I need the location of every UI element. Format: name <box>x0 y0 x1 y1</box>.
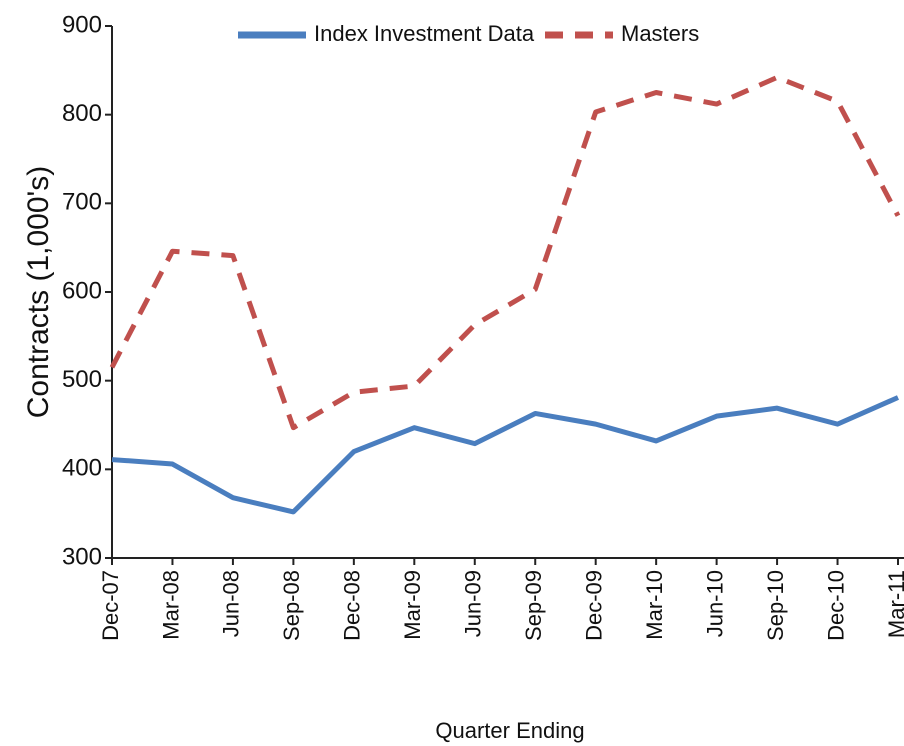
x-tick-label: Mar-11 <box>884 570 904 638</box>
x-tick-label: Sep-08 <box>279 570 304 641</box>
x-tick-label: Dec-07 <box>98 570 123 641</box>
y-tick-label: 700 <box>62 189 102 216</box>
x-tick-label: Mar-08 <box>158 570 183 640</box>
x-tick-label: Sep-10 <box>763 570 788 641</box>
x-tick-label: Jun-10 <box>702 570 727 637</box>
legend-label: Masters <box>621 21 699 46</box>
y-tick-label: 600 <box>62 277 102 304</box>
x-axis-label: Quarter Ending <box>435 718 584 743</box>
x-tick-label: Jun-09 <box>461 570 486 637</box>
x-tick-label: Dec-08 <box>340 570 365 641</box>
y-tick-label: 800 <box>62 100 102 127</box>
y-tick-label: 500 <box>62 366 102 393</box>
y-axis-label: Contracts (1,000's) <box>22 166 55 419</box>
x-tick-label: Dec-10 <box>823 570 848 641</box>
x-tick-label: Mar-09 <box>400 570 425 640</box>
x-tick-label: Mar-10 <box>642 570 667 640</box>
x-tick-label: Sep-09 <box>521 570 546 641</box>
legend-label: Index Investment Data <box>314 21 535 46</box>
y-tick-label: 400 <box>62 455 102 482</box>
line-series <box>109 74 901 431</box>
y-tick-label: 300 <box>62 543 102 570</box>
x-tick-label: Jun-08 <box>219 570 244 637</box>
line-series <box>111 395 900 515</box>
y-tick-label: 900 <box>62 11 102 38</box>
x-tick-label: Dec-09 <box>582 570 607 641</box>
